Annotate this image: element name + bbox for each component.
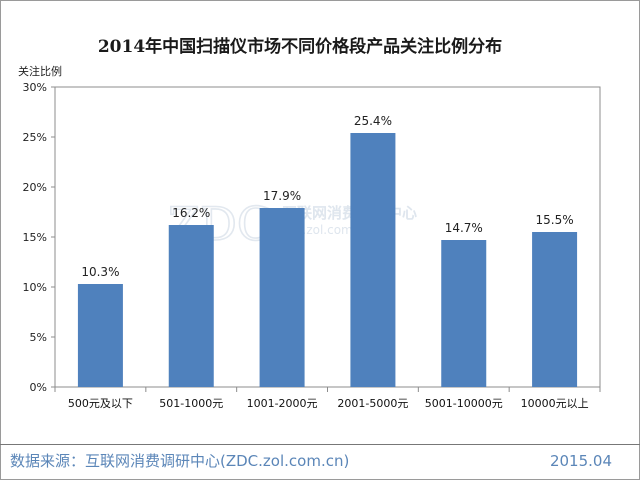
bar-2 bbox=[259, 208, 305, 387]
x-tick-label-3: 2001-5000元 bbox=[337, 397, 408, 410]
bar-4 bbox=[441, 240, 487, 387]
bar-0 bbox=[77, 284, 123, 387]
bar-3 bbox=[350, 133, 396, 387]
x-tick-label-4: 5001-10000元 bbox=[425, 397, 503, 410]
footer-date: 2015.04 bbox=[549, 452, 612, 470]
x-tick-label-5: 10000元以上 bbox=[521, 397, 589, 410]
x-tick-label-0: 500元及以下 bbox=[68, 397, 133, 410]
bar-5 bbox=[532, 232, 578, 387]
data-label-4: 14.7% bbox=[445, 221, 483, 235]
y-tick-label: 0% bbox=[30, 381, 47, 394]
x-tick-label-1: 501-1000元 bbox=[159, 397, 223, 410]
y-tick-label: 10% bbox=[23, 281, 47, 294]
y-tick-label: 20% bbox=[23, 181, 47, 194]
y-axis-label: 关注比例 bbox=[18, 64, 62, 78]
x-tick-label-2: 1001-2000元 bbox=[247, 397, 318, 410]
footer-source: 数据来源：互联网消费调研中心(ZDC.zol.com.cn) bbox=[10, 452, 350, 470]
data-label-5: 15.5% bbox=[536, 213, 574, 227]
data-label-1: 16.2% bbox=[172, 206, 210, 220]
bar-1 bbox=[168, 225, 214, 387]
data-label-3: 25.4% bbox=[354, 114, 392, 128]
y-tick-label: 5% bbox=[30, 331, 47, 344]
bar-chart: 2014年中国扫描仪市场不同价格段产品关注比例分布 关注比例 ZDC 互联网消费… bbox=[18, 36, 601, 410]
bars bbox=[77, 133, 578, 387]
chart-title: 2014年中国扫描仪市场不同价格段产品关注比例分布 bbox=[98, 36, 502, 57]
data-labels: 10.3% 16.2% 17.9% 25.4% 14.7% 15.5% bbox=[81, 114, 573, 279]
data-label-2: 17.9% bbox=[263, 189, 301, 203]
plot-area-border bbox=[54, 86, 601, 388]
y-tick-label: 30% bbox=[23, 81, 47, 94]
y-tick-label: 25% bbox=[23, 131, 47, 144]
data-label-0: 10.3% bbox=[81, 265, 119, 279]
y-tick-label: 15% bbox=[23, 231, 47, 244]
axes: 0% 5% 10% 15% 20% 25% 30% 500元及以下 501-1000元 1001-… bbox=[23, 81, 601, 410]
footer-divider bbox=[0, 444, 640, 445]
